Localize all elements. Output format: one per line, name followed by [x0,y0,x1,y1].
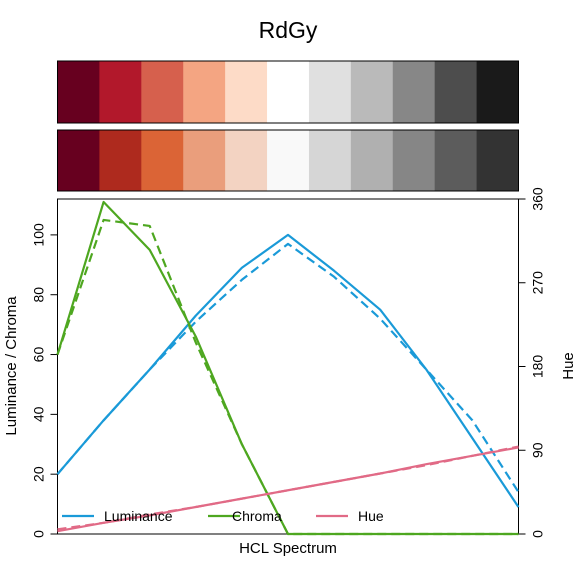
legend-label-chroma: Chroma [232,508,282,524]
y-left-tick-label: 20 [31,466,47,482]
y-left-tick-label: 60 [31,347,47,363]
swatch-top-2 [99,61,142,123]
swatch-top-3 [141,61,184,123]
series-hue-dashed [57,445,519,531]
legend-label-luminance: Luminance [104,508,173,524]
y-axis-left: 0 20 40 60 80 100 [31,223,58,538]
swatch-bottom-6 [267,130,310,191]
series-chroma-dashed [56,218,519,536]
swatch-bottom-5 [225,130,268,191]
series-luminance-dashed [56,242,520,493]
swatch-bottom-8 [350,130,394,191]
palette-frame-top [57,60,519,124]
swatch-bottom-3 [141,130,184,191]
palette-swatches-bottom [57,130,519,191]
swatch-top-9 [392,61,436,123]
swatch-top-4 [183,61,226,123]
y-axis-label-right: Hue [560,352,576,380]
y-right-tick-label: 360 [530,187,546,211]
y-axis-label-left: Luminance / Chroma [3,296,20,436]
series-lines [56,200,520,536]
y-right-tick-label: 270 [530,271,546,295]
series-luminance-solid [56,233,520,508]
swatch-bottom-7 [308,130,352,191]
plot-frame [57,198,519,535]
palette-frame-bottom [57,129,519,192]
swatch-top-10 [434,61,477,123]
y-left-tick-label: 100 [31,223,47,247]
legend: Luminance Chroma Hue [62,508,384,524]
swatch-bottom-9 [392,130,436,191]
x-axis-label: HCL Spectrum [239,540,337,557]
series-chroma-solid [56,200,519,536]
y-left-tick-label: 40 [31,406,47,422]
y-axis-right: 0 90 180 270 360 [518,187,546,538]
y-right-tick-label: 180 [530,355,546,379]
swatch-bottom-10 [434,130,477,191]
y-left-tick-label: 80 [31,287,47,303]
swatch-top-6 [267,61,310,123]
y-right-tick-label: 90 [530,442,546,458]
swatch-bottom-4 [183,130,226,191]
swatch-bottom-2 [99,130,142,191]
swatch-bottom-11 [476,130,519,191]
legend-label-hue: Hue [358,508,384,524]
y-right-tick-label: 0 [530,530,546,538]
swatch-top-1 [57,61,100,123]
swatch-top-8 [350,61,394,123]
swatch-top-11 [476,61,519,123]
swatch-bottom-1 [57,130,100,191]
swatch-top-5 [225,61,268,123]
swatch-top-7 [308,61,352,123]
chart-title: RdGy [259,17,318,43]
palette-swatches-top [57,61,519,123]
y-left-tick-label: 0 [31,530,47,538]
